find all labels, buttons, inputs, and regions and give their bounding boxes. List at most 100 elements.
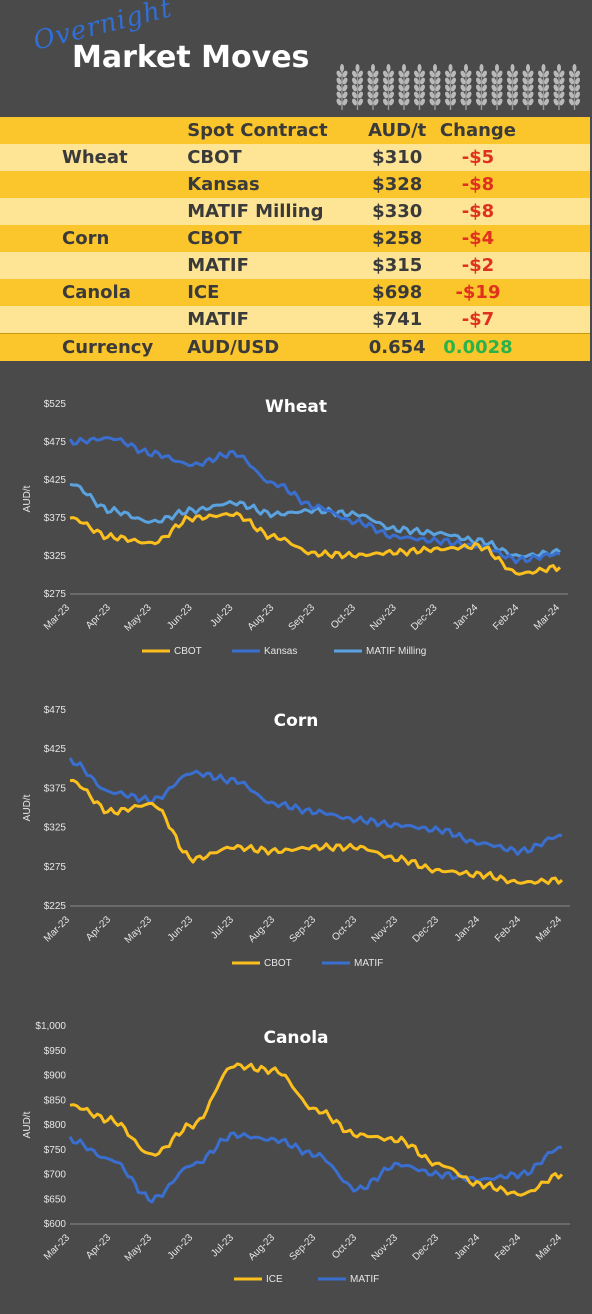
y-tick-label: $900 [44, 1071, 67, 1082]
y-tick-label: $275 [44, 589, 67, 600]
x-tick-label: Feb-24 [493, 1232, 523, 1262]
x-tick-label: Oct-23 [329, 602, 358, 631]
x-tick-label: Apr-23 [84, 914, 113, 943]
change-cell: -$19 [439, 279, 590, 306]
x-tick-label: Dec-23 [411, 914, 442, 945]
chart-title: Canola [263, 1028, 328, 1048]
y-tick-label: $475 [44, 437, 67, 448]
series-line [68, 1131, 562, 1204]
y-tick-label: $425 [44, 475, 67, 486]
x-tick-label: Mar-23 [42, 602, 72, 632]
x-tick-label: Sep-23 [288, 1232, 319, 1263]
commodity-cell [0, 252, 188, 279]
wheat-stalk-icon [398, 64, 410, 110]
x-tick-label: Dec-23 [409, 602, 440, 633]
canola-chart: Canola AUD/t $600 $650 $700 $750 $800 $850 $900 $… [22, 1021, 570, 1285]
price-table: Spot Contract AUD/t Change Wheat CBOT $310 -$5… [0, 117, 590, 361]
x-tick-label: Sep-23 [287, 602, 318, 633]
table-row: Wheat CBOT $310 -$5 [0, 144, 590, 171]
x-tick-label: Feb-24 [491, 602, 521, 632]
x-tick-label: Nov-23 [370, 1232, 401, 1263]
chart-title: Corn [274, 711, 319, 731]
wheat-stalk-icon [429, 64, 441, 110]
wheat-stalk-icon [367, 64, 379, 110]
corn-chart: Corn AUD/t $225 $275 $325 $375 $425 $475 Mar-23 A… [22, 705, 570, 969]
x-tick-label: Sep-23 [288, 914, 319, 945]
legend-entry: ICE [266, 1274, 283, 1285]
y-tick-label: $700 [44, 1170, 67, 1181]
y-tick-label: $425 [44, 744, 67, 755]
contract-cell: MATIF [187, 306, 355, 334]
price-cell: $741 [354, 306, 440, 334]
contract-cell: CBOT [187, 144, 355, 171]
legend-entry: CBOT [264, 958, 292, 969]
change-cell: -$7 [439, 306, 590, 334]
y-tick-label: $325 [44, 551, 67, 562]
x-tick-label: Aug-23 [247, 914, 278, 945]
price-cell: $310 [354, 144, 440, 171]
wheat-stalks-icon [336, 64, 581, 110]
x-tick-label: Jan-24 [453, 1232, 483, 1262]
x-tick-label: Mar-23 [42, 914, 72, 944]
wheat-stalk-icon [537, 64, 550, 110]
x-tick-label: Jan-24 [453, 914, 483, 944]
price-cell: $315 [354, 252, 440, 279]
y-tick-label: $1,000 [35, 1021, 66, 1032]
x-tick-label: May-23 [123, 1232, 155, 1264]
x-tick-label: Dec-23 [411, 1232, 442, 1263]
x-tick-label: Mar-24 [534, 1232, 564, 1262]
commodity-cell [0, 306, 188, 334]
table-row: Corn CBOT $258 -$4 [0, 225, 590, 252]
wheat-stalk-icon [351, 64, 364, 110]
x-tick-label: Jun-23 [166, 1232, 196, 1262]
x-tick-label: Jul-23 [208, 602, 235, 629]
legend-entry: Kansas [264, 646, 297, 657]
table-row: Kansas $328 -$8 [0, 171, 590, 198]
wheat-stalk-icon [491, 64, 503, 110]
x-tick-label: May-23 [123, 914, 155, 946]
column-header: Change [439, 117, 590, 144]
y-tick-label: $375 [44, 513, 67, 524]
column-header: Spot Contract [187, 117, 355, 144]
wheat-stalk-icon [336, 64, 348, 110]
table-row: Spot Contract AUD/t Change [0, 117, 590, 144]
commodity-cell: Currency [0, 333, 188, 361]
legend-entry: MATIF [350, 1274, 379, 1285]
commodity-cell: Wheat [0, 144, 188, 171]
x-tick-label: Feb-24 [493, 914, 523, 944]
change-cell: -$2 [439, 252, 590, 279]
commodity-cell: Corn [0, 225, 188, 252]
price-cell: $698 [354, 279, 440, 306]
series-line [69, 511, 562, 576]
series-line [69, 1062, 564, 1197]
column-header [0, 117, 188, 144]
x-tick-label: Jul-23 [209, 1232, 236, 1259]
wheat-stalk-icon [475, 64, 488, 110]
table-row: MATIF Milling $330 -$8 [0, 198, 590, 225]
x-tick-label: Mar-23 [42, 1232, 72, 1262]
wheat-stalk-icon [568, 64, 581, 110]
legend-entry: MATIF [354, 958, 383, 969]
chart-title: Wheat [265, 397, 327, 417]
x-tick-label: Nov-23 [368, 602, 399, 633]
x-tick-label: Apr-23 [84, 1232, 113, 1261]
commodity-cell: Canola [0, 279, 188, 306]
contract-cell: MATIF Milling [187, 198, 355, 225]
contract-cell: ICE [187, 279, 355, 306]
page-title: Market Moves [72, 40, 310, 75]
x-tick-label: Jan-24 [451, 602, 481, 632]
wheat-stalk-icon [413, 64, 426, 110]
table-row: MATIF $741 -$7 [0, 306, 590, 334]
y-tick-label: $375 [44, 783, 67, 794]
contract-cell: Kansas [187, 171, 355, 198]
wheat-stalk-icon [522, 64, 534, 110]
x-tick-label: Mar-24 [534, 914, 564, 944]
wheat-stalk-icon [444, 64, 457, 110]
y-tick-label: $850 [44, 1095, 67, 1106]
wheat-chart: Wheat AUD/t $275 $325 $375 $425 $475 $525 Mar-23… [22, 397, 568, 657]
change-cell: -$8 [439, 198, 590, 225]
x-tick-label: May-23 [122, 602, 154, 634]
y-tick-label: $650 [44, 1194, 67, 1205]
y-tick-label: $325 [44, 823, 67, 834]
y-tick-label: $275 [44, 862, 67, 873]
